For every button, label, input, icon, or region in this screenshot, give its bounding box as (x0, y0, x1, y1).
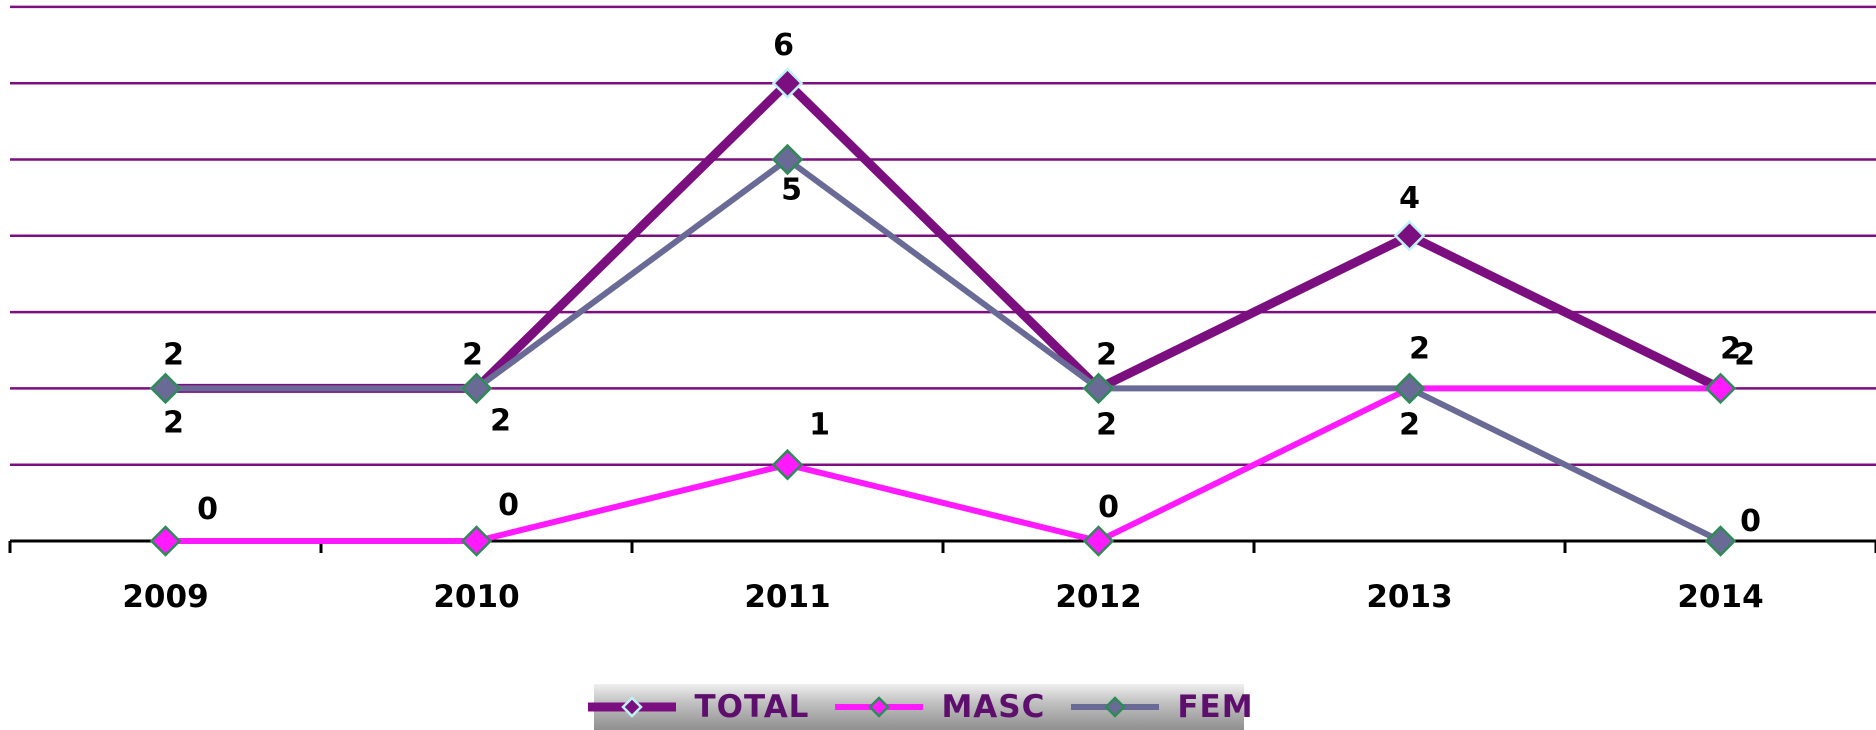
marker-masc (149, 525, 182, 557)
data-label-total: 4 (1399, 181, 1420, 216)
series-markers (149, 67, 1737, 557)
legend-label-fem: FEM (1177, 689, 1254, 725)
marker-fem (1082, 372, 1115, 405)
legend-item-fem: FEM (1067, 689, 1253, 725)
x-tick-label: 2010 (433, 579, 519, 615)
legend-swatch-total (588, 696, 677, 718)
data-label-fem: 2 (163, 405, 184, 440)
legend-swatch-masc (835, 696, 924, 718)
legend-swatch-fem (1071, 696, 1160, 718)
legend-label-total: TOTAL (694, 689, 810, 725)
marker-fem (1704, 525, 1737, 557)
marker-masc (1082, 525, 1115, 557)
series-lines (165, 76, 1723, 545)
marker-fem (149, 372, 182, 405)
marker-masc (771, 448, 804, 481)
legend: TOTAL MASC FEM (588, 684, 1253, 730)
data-label-masc: 0 (1098, 490, 1119, 525)
data-label-masc: 2 (1409, 331, 1430, 366)
data-label-fem: 2 (1096, 407, 1117, 442)
data-label-masc: 1 (809, 408, 830, 443)
marker-fem (771, 143, 804, 176)
x-tick-labels: 2009 2010 2011 2012 2013 2014 (122, 579, 1763, 615)
series-line-masc (165, 385, 1721, 545)
series-line-fem (165, 155, 1722, 544)
data-label-total: 2 (1734, 337, 1755, 372)
data-label-fem: 0 (1740, 504, 1761, 539)
data-label-total: 6 (773, 28, 794, 63)
data-label-fem: 5 (781, 173, 802, 208)
marker-total (1393, 220, 1426, 252)
legend-item-masc: MASC (831, 689, 1045, 725)
marker-total (771, 67, 804, 99)
data-label-masc: 0 (197, 492, 218, 527)
data-label-total: 2 (1096, 337, 1117, 372)
legend-label-masc: MASC (941, 689, 1046, 725)
marker-masc (1704, 372, 1737, 405)
x-tick-label: 2009 (122, 579, 208, 615)
marker-fem (1393, 372, 1426, 405)
data-label-masc: 0 (498, 488, 519, 523)
x-tick-label: 2012 (1055, 579, 1141, 615)
marker-masc (460, 525, 493, 557)
x-tick-label: 2011 (744, 579, 830, 615)
data-label-total: 2 (163, 337, 184, 372)
data-label-fem: 2 (1399, 407, 1420, 442)
legend-item-total: TOTAL (584, 689, 809, 725)
data-label-fem: 2 (490, 403, 511, 438)
data-label-masc: 2 (1720, 331, 1741, 366)
data-label-total: 2 (462, 337, 483, 372)
marker-fem (460, 372, 493, 405)
x-tick-label: 2013 (1366, 579, 1452, 615)
x-tick-label: 2014 (1677, 579, 1763, 615)
